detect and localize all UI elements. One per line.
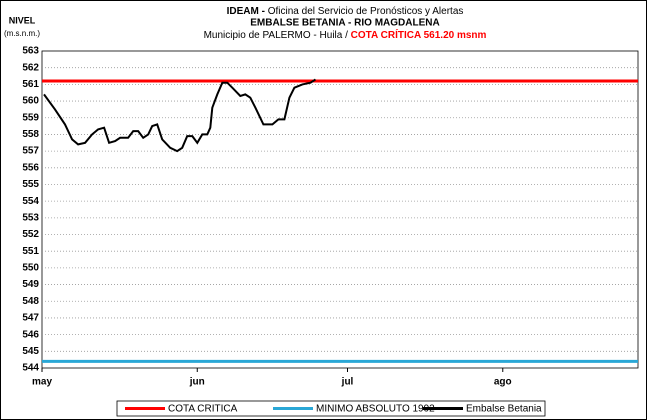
y-label-unit: (m.s.n.m.) [4, 29, 40, 38]
y-tick-label: 558 [22, 129, 39, 140]
y-tick-label: 563 [22, 46, 39, 57]
subtitle2-text: Municipio de PALERMO - Huila / [204, 30, 349, 41]
y-tick-label: 548 [22, 296, 39, 307]
y-tick-label: 553 [22, 212, 39, 223]
y-tick-label: 551 [22, 246, 39, 257]
y-tick-label: 557 [22, 146, 39, 157]
legend-label: COTA CRITICA [168, 404, 238, 415]
subtitle: EMBALSE BETANIA - RIO MAGDALENA [250, 18, 439, 29]
y-tick-label: 545 [22, 346, 39, 357]
y-tick-label: 552 [22, 229, 39, 240]
y-tick-label: 562 [22, 62, 39, 73]
title-bold: IDEAM - [227, 6, 265, 17]
legend-label: MINIMO ABSOLUTO 1992 [316, 404, 435, 415]
plot-area [41, 50, 639, 369]
y-tick-label: 559 [22, 112, 39, 123]
x-tick-label: jul [341, 377, 354, 388]
y-tick-label: 549 [22, 279, 39, 290]
y-tick-label: 556 [22, 162, 39, 173]
x-tick-label: may [32, 377, 52, 388]
y-tick-label: 555 [22, 179, 39, 190]
y-tick-label: 546 [22, 329, 39, 340]
y-tick-label: 544 [22, 363, 39, 374]
y-tick-label: 560 [22, 96, 39, 107]
y-tick-label: 547 [22, 313, 39, 324]
x-tick-label: ago [494, 377, 512, 388]
series-line [43, 78, 317, 153]
legend [116, 400, 546, 417]
title-rest: Oficina del Servicio de Pronósticos y Al… [268, 6, 464, 17]
chart-title: IDEAM - Oficina del Servicio de Pronósti… [227, 6, 464, 17]
x-tick-label: jun [189, 377, 205, 388]
y-tick-label: 550 [22, 263, 39, 274]
subtitle2-highlight: COTA CRÍTICA 561.20 msnm [351, 28, 487, 41]
legend-label: Embalse Betania [466, 404, 542, 415]
subtitle2: Municipio de PALERMO - Huila / COTA CRÍT… [204, 28, 487, 41]
y-label: NIVEL [9, 15, 36, 25]
y-tick-label: 561 [22, 79, 39, 90]
y-tick-label: 554 [22, 196, 39, 207]
